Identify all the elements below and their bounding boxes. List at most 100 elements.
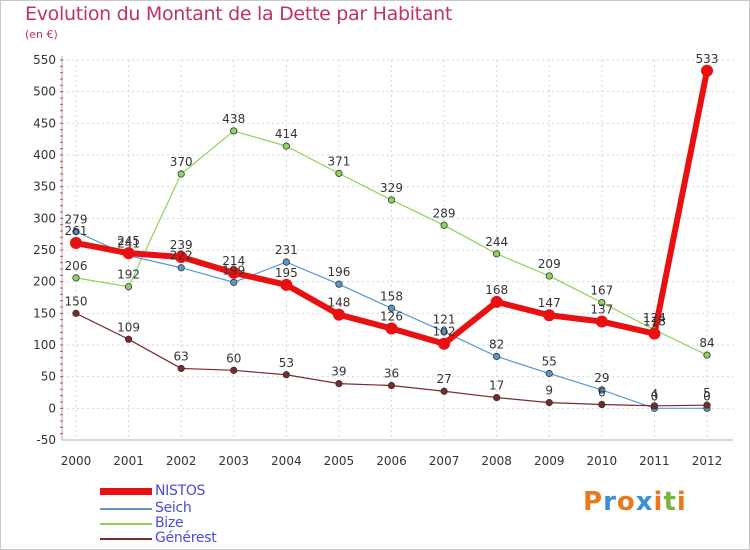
data-label-bize: 167 <box>590 284 613 298</box>
x-tick-label: 2006 <box>376 454 407 468</box>
point-bize <box>387 196 396 204</box>
point-generest <box>124 335 133 343</box>
point-bize <box>335 169 343 177</box>
data-label-bize: 209 <box>538 257 561 271</box>
data-label-bize: 370 <box>170 155 193 169</box>
data-label-nistos: 245 <box>117 234 140 248</box>
data-label-seich: 222 <box>170 249 193 263</box>
point-nistos <box>385 322 398 335</box>
y-tick-label: 350 <box>33 180 56 194</box>
point-bize <box>230 127 238 135</box>
y-tick-label: 450 <box>33 116 56 130</box>
point-seich <box>545 369 553 378</box>
y-tick-label: 550 <box>33 53 56 67</box>
data-label-generest: 6 <box>598 386 606 400</box>
data-label-bize: 124 <box>643 311 666 325</box>
x-tick-label: 2003 <box>218 454 249 468</box>
point-generest <box>335 380 343 388</box>
legend-label-bize: Bize <box>155 515 184 531</box>
point-seich <box>282 258 290 266</box>
point-nistos <box>70 237 82 250</box>
logo-letter: x <box>635 487 654 517</box>
legend-label-seich: Seich <box>155 500 192 516</box>
point-seich <box>177 264 185 272</box>
data-label-nistos: 533 <box>696 52 719 66</box>
point-nistos <box>122 247 135 260</box>
x-tick-label: 2000 <box>61 454 92 468</box>
data-label-nistos: 147 <box>538 296 561 310</box>
point-nistos <box>648 327 661 340</box>
point-generest <box>387 381 396 390</box>
point-seich <box>493 352 501 360</box>
data-label-seich: 121 <box>433 313 456 327</box>
data-label-seich: 199 <box>222 263 245 277</box>
x-tick-label: 2010 <box>587 454 618 468</box>
point-seich <box>598 386 606 394</box>
data-label-generest: 150 <box>65 294 88 308</box>
data-label-nistos: 168 <box>485 283 508 297</box>
data-label-bize: 414 <box>275 127 298 141</box>
legend-swatch-generest <box>100 538 152 540</box>
point-generest <box>440 387 448 395</box>
data-label-seich: 82 <box>489 337 504 351</box>
point-bize <box>703 351 711 359</box>
legend-item-bize: Bize <box>100 515 240 531</box>
legend-swatch-nistos <box>100 488 152 495</box>
data-label-generest: 17 <box>489 379 504 393</box>
legend-item-generest: Générest <box>100 530 240 546</box>
point-seich <box>440 328 448 336</box>
legend-item-seich: Seich <box>100 500 240 516</box>
logo-letter: t <box>663 487 677 517</box>
data-label-bize: 438 <box>222 112 245 126</box>
legend-swatch-bize <box>100 523 152 525</box>
data-label-nistos: 261 <box>65 224 88 238</box>
x-tick-label: 2007 <box>429 454 460 468</box>
data-label-generest: 39 <box>331 365 346 379</box>
data-label-seich: 29 <box>594 371 609 385</box>
x-tick-label: 2004 <box>271 454 302 468</box>
point-seich <box>387 304 396 312</box>
point-seich <box>335 280 343 288</box>
data-label-nistos: 137 <box>590 303 613 317</box>
x-tick-label: 2005 <box>324 454 355 468</box>
y-tick-label: 50 <box>41 370 56 384</box>
data-label-bize: 84 <box>699 336 714 350</box>
point-bize <box>598 298 606 307</box>
point-bize <box>493 250 501 258</box>
data-label-generest: 5 <box>703 386 711 400</box>
point-generest <box>493 393 501 402</box>
x-tick-label: 2011 <box>639 454 670 468</box>
data-label-nistos: 239 <box>170 238 193 252</box>
y-tick-label: 150 <box>33 306 56 320</box>
point-bize <box>177 170 185 178</box>
point-generest <box>650 402 659 410</box>
point-nistos <box>227 266 240 279</box>
point-seich <box>72 228 80 236</box>
data-label-bize: 289 <box>433 206 456 220</box>
data-label-bize: 206 <box>65 259 88 273</box>
point-bize <box>282 142 290 150</box>
data-label-seich: 158 <box>380 289 403 303</box>
data-label-generest: 53 <box>279 356 294 370</box>
data-label-nistos: 214 <box>222 254 245 268</box>
point-generest <box>598 400 606 409</box>
point-generest <box>545 399 553 407</box>
data-label-nistos: 102 <box>433 325 456 339</box>
x-tick-label: 2008 <box>481 454 512 468</box>
data-label-seich: 279 <box>65 213 88 227</box>
data-label-generest: 4 <box>651 387 659 401</box>
y-tick-label: 250 <box>33 243 56 257</box>
data-label-bize: 371 <box>327 154 350 168</box>
data-label-generest: 60 <box>226 351 241 365</box>
data-label-generest: 9 <box>545 384 553 398</box>
data-label-nistos: 195 <box>275 266 298 280</box>
y-tick-label: 300 <box>33 211 56 225</box>
logo-letter: o <box>616 487 636 517</box>
data-label-seich: 196 <box>327 265 350 279</box>
legend-label-nistos: NISTOS <box>155 483 206 499</box>
point-nistos <box>438 337 451 350</box>
data-label-seich: 231 <box>275 243 298 257</box>
y-tick-label: 400 <box>33 148 56 162</box>
data-label-generest: 27 <box>436 372 451 386</box>
